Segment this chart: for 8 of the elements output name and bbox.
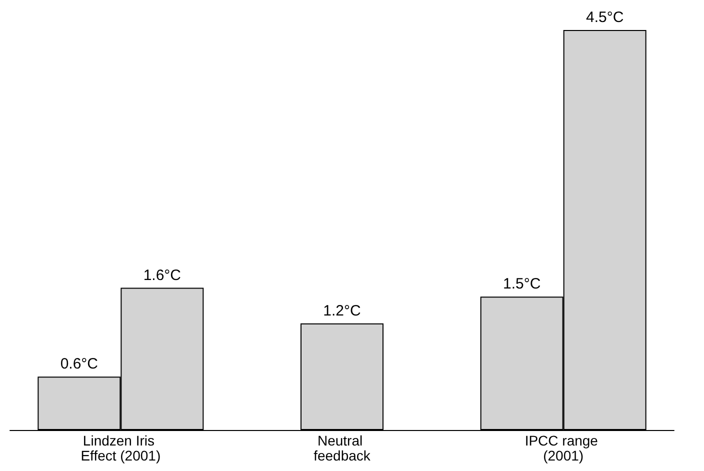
data-label: 1.6°C bbox=[143, 266, 182, 284]
x-tick-label: Neutral feedback bbox=[314, 432, 372, 464]
data-label: 0.6°C bbox=[60, 356, 98, 373]
data-label: 1.2°C bbox=[323, 302, 362, 320]
x-tick-label: Lindzen Iris Effect (2001) bbox=[80, 432, 161, 464]
data-label: 1.5°C bbox=[502, 276, 541, 293]
data-label: 4.5°C bbox=[586, 9, 624, 26]
x-tick-label: IPCC range (2001) bbox=[524, 432, 602, 464]
